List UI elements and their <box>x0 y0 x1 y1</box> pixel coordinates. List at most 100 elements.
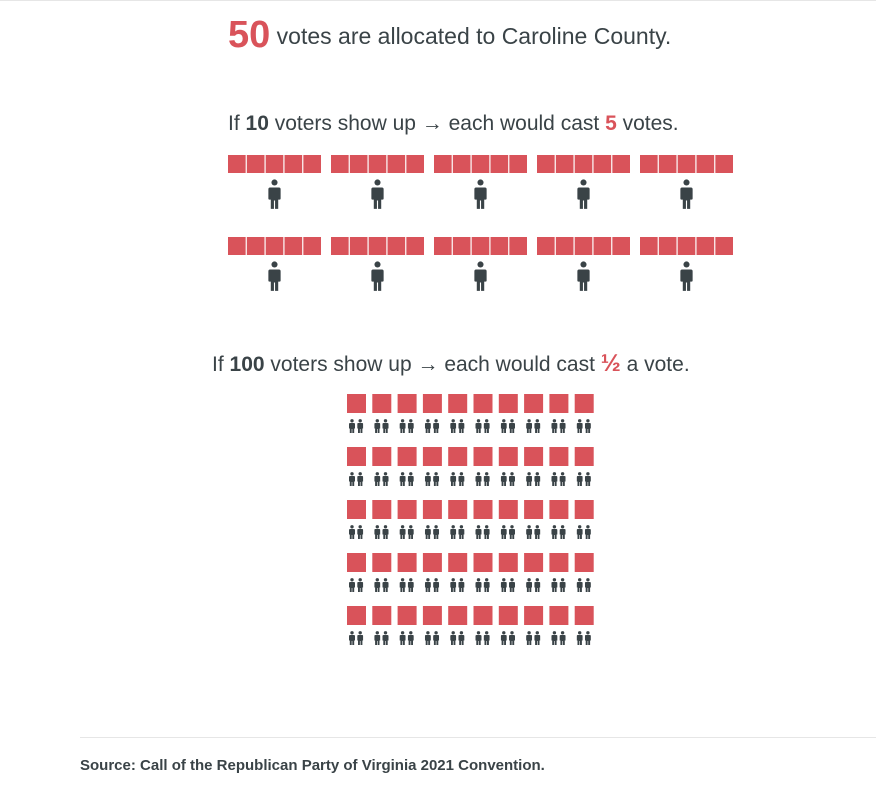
person-icon <box>399 525 406 539</box>
vote-block <box>490 237 509 255</box>
person-icon <box>399 472 406 486</box>
vote-block <box>549 606 569 625</box>
vote-block <box>387 237 406 255</box>
headline: 50 votes are allocated to Caroline Count… <box>228 14 671 57</box>
vote-block <box>509 237 527 255</box>
vote-block <box>574 155 593 173</box>
vote-block <box>696 237 715 255</box>
person-icon <box>382 631 389 645</box>
scenario-10-votes: 5 <box>605 112 617 135</box>
vote-block <box>509 155 527 173</box>
vote-block <box>677 237 696 255</box>
vote-block <box>397 553 417 572</box>
vote-block <box>422 553 442 572</box>
person-icon <box>424 578 431 592</box>
vote-block <box>448 500 468 519</box>
person-icon <box>551 631 558 645</box>
person-icon <box>584 419 591 433</box>
vote-block <box>498 500 518 519</box>
person-icon <box>474 261 487 291</box>
vote-block <box>434 155 452 173</box>
scenario-100-voters: 100 <box>229 353 265 376</box>
vote-block <box>452 237 471 255</box>
vote-block <box>347 500 366 519</box>
person-icon <box>559 578 566 592</box>
vote-block <box>347 447 366 466</box>
vote-block <box>228 155 246 173</box>
vote-block <box>406 237 424 255</box>
person-icon <box>534 578 541 592</box>
vote-block <box>397 606 417 625</box>
person-icon <box>424 525 431 539</box>
vote-block <box>246 237 265 255</box>
headline-number: 50 <box>228 14 271 56</box>
person-icon <box>357 472 364 486</box>
person-icon <box>475 419 482 433</box>
person-icon <box>474 179 487 209</box>
vote-block <box>696 155 715 173</box>
person-icon <box>399 419 406 433</box>
headline-text: votes are allocated to Caroline County. <box>276 23 672 49</box>
vote-block <box>640 237 658 255</box>
scenario-100-heading: If 100 voters show up → each would cast … <box>212 350 690 378</box>
person-icon <box>424 472 431 486</box>
person-icon <box>374 631 381 645</box>
scenario-100-middle: voters show up → each would cast <box>270 353 595 376</box>
vote-block <box>612 237 630 255</box>
vote-block <box>372 394 392 413</box>
person-icon <box>374 578 381 592</box>
person-icon <box>268 261 281 291</box>
vote-block <box>549 553 569 572</box>
person-icon <box>559 525 566 539</box>
person-icon <box>584 631 591 645</box>
vote-block <box>473 447 493 466</box>
top-divider <box>0 0 876 1</box>
person-icon <box>450 631 457 645</box>
vote-block <box>524 500 544 519</box>
person-icon <box>509 525 515 539</box>
person-icon <box>577 261 590 291</box>
scenario-100-prefix: If <box>212 353 224 376</box>
vote-block <box>349 155 368 173</box>
person-icon <box>433 631 440 645</box>
vote-block <box>228 237 246 255</box>
person-icon <box>458 578 465 592</box>
vote-block <box>574 394 594 413</box>
vote-block <box>406 155 424 173</box>
person-icon <box>559 631 566 645</box>
vote-block <box>524 606 544 625</box>
vote-block <box>549 394 569 413</box>
person-icon <box>458 631 465 645</box>
person-icon <box>475 631 482 645</box>
person-icon <box>374 419 381 433</box>
vote-block <box>524 394 544 413</box>
person-icon <box>534 419 541 433</box>
person-icon <box>450 419 457 433</box>
vote-block <box>490 155 509 173</box>
person-icon <box>357 631 364 645</box>
person-icon <box>424 631 431 645</box>
vote-block <box>331 155 349 173</box>
vote-block <box>448 553 468 572</box>
vote-block <box>448 606 468 625</box>
person-icon <box>433 419 440 433</box>
person-icon <box>357 578 364 592</box>
vote-block <box>715 237 733 255</box>
vote-block <box>347 606 366 625</box>
scenario-10-suffix: votes. <box>622 112 679 135</box>
vote-block <box>715 155 733 173</box>
vote-block <box>246 155 265 173</box>
vote-block <box>677 155 696 173</box>
vote-block <box>555 237 574 255</box>
vote-block <box>347 394 366 413</box>
person-icon <box>509 631 515 645</box>
person-icon <box>349 525 355 539</box>
person-icon <box>526 472 533 486</box>
person-icon <box>382 578 389 592</box>
person-icon <box>458 472 465 486</box>
scenario-100-suffix: a vote. <box>626 353 690 376</box>
person-icon <box>483 578 490 592</box>
person-icon <box>559 472 566 486</box>
person-icon <box>450 472 457 486</box>
person-icon <box>475 578 482 592</box>
